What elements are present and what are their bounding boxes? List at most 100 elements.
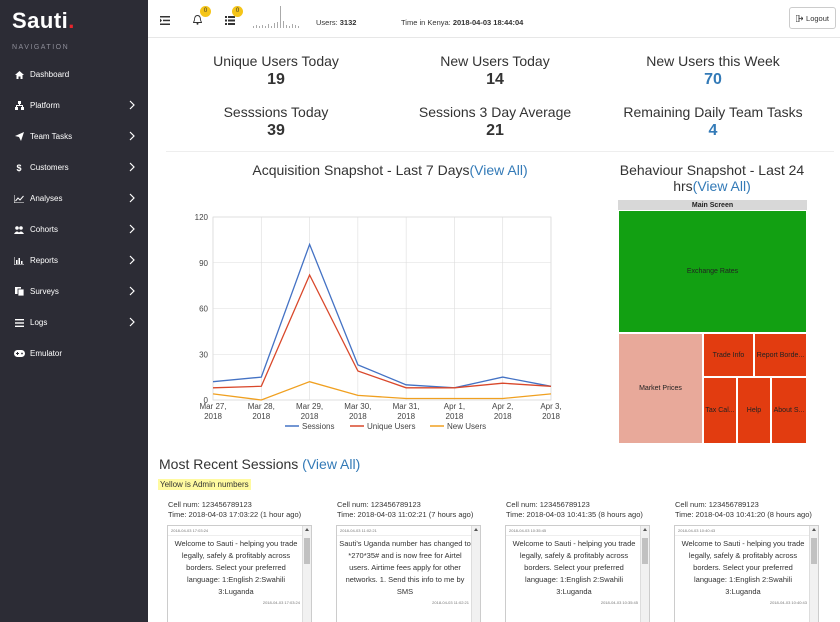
sidebar-item-analyses[interactable]: Analyses xyxy=(0,183,148,214)
scrollbar-thumb[interactable] xyxy=(304,538,310,564)
treemap-header[interactable]: Main Screen xyxy=(618,200,807,210)
sidebar-item-team-tasks[interactable]: Team Tasks xyxy=(0,121,148,152)
scrollbar[interactable] xyxy=(471,526,480,622)
tasks-list-icon[interactable]: 0 xyxy=(225,6,243,30)
y-tick-label: 90 xyxy=(199,259,208,268)
dollar-icon: $ xyxy=(16,162,22,173)
legend-label: Sessions xyxy=(302,422,334,431)
sidebar-item-label: Platform xyxy=(30,101,60,110)
treemap-cell-help[interactable]: Help xyxy=(737,377,771,444)
stat-unique-users-today: Unique Users Today 19 xyxy=(213,53,339,88)
sidebar-item-customers[interactable]: $ Customers xyxy=(0,152,148,183)
list-icon xyxy=(13,318,25,328)
y-tick-label: 120 xyxy=(195,213,209,222)
series-line-unique-users xyxy=(212,273,552,389)
session-card: Cell num: 123456789123 Time: 2018-04-03 … xyxy=(666,500,819,622)
sign-out-icon xyxy=(796,14,804,22)
sidebar-toggle-icon[interactable] xyxy=(160,12,170,30)
chevron-right-icon xyxy=(129,255,135,265)
gamepad-icon xyxy=(13,349,25,359)
x-tick-label: Apr 1, 2018 xyxy=(444,402,465,421)
session-message: Welcome to Sauti - helping you trade leg… xyxy=(512,539,636,596)
logout-button[interactable]: Logout xyxy=(789,7,836,29)
x-tick-label: Apr 2, 2018 xyxy=(492,402,513,421)
session-cell-number: Cell num: 123456789123 xyxy=(337,500,421,509)
session-card: Cell num: 123456789123 Time: 2018-04-03 … xyxy=(497,500,650,622)
sidebar-item-label: Reports xyxy=(30,256,59,265)
recent-sessions-view-all-link[interactable]: (View All) xyxy=(302,456,361,472)
sidebar-item-cohorts[interactable]: Cohorts xyxy=(0,214,148,245)
series-line-sessions xyxy=(212,242,552,389)
x-tick-label: Mar 30, 2018 xyxy=(344,402,371,421)
stat-new-users-week[interactable]: New Users this Week 70 xyxy=(646,53,780,88)
y-tick-label: 60 xyxy=(199,305,208,314)
session-time: Time: 2018-04-03 10:41:20 (8 hours ago) xyxy=(675,510,812,519)
home-icon xyxy=(13,70,25,80)
scroll-up-arrow-icon[interactable] xyxy=(812,528,816,531)
sidebar-item-dashboard[interactable]: Dashboard xyxy=(0,59,148,90)
sidebar-item-label: Dashboard xyxy=(30,70,70,79)
session-transcript[interactable]: 2018-04-03 10:35:45 Welcome to Sauti - h… xyxy=(505,525,650,622)
sidebar-item-emulator[interactable]: Emulator xyxy=(0,338,148,369)
stat-sessions-3day-average: Sessions 3 Day Average 21 xyxy=(418,104,572,139)
treemap-cell-about[interactable]: About S... xyxy=(771,377,807,444)
nav-heading: NAVIGATION xyxy=(12,44,70,51)
y-tick-label: 0 xyxy=(204,396,209,405)
sidebar-item-label: Cohorts xyxy=(30,225,59,234)
scroll-up-arrow-icon[interactable] xyxy=(305,528,309,531)
scroll-up-arrow-icon[interactable] xyxy=(643,528,647,531)
users-icon xyxy=(13,225,25,235)
behaviour-treemap: Main Screen Exchange Rates Market Prices… xyxy=(618,200,807,444)
scrollbar[interactable] xyxy=(809,526,818,622)
session-transcript[interactable]: 2018-04-03 10:40:43 Welcome to Sauti - h… xyxy=(674,525,819,622)
session-time: Time: 2018-04-03 11:02:21 (7 hours ago) xyxy=(337,510,474,519)
session-message-timestamp: 2018-04-03 17:03:24 xyxy=(168,526,304,536)
scrollbar[interactable] xyxy=(302,526,311,622)
sidebar-item-label: Customers xyxy=(30,163,69,172)
scroll-up-arrow-icon[interactable] xyxy=(474,528,478,531)
brand-logo[interactable]: Sauti. xyxy=(12,8,75,33)
x-tick-label: Apr 3, 2018 xyxy=(540,402,561,421)
y-tick-label: 30 xyxy=(199,350,208,359)
admin-numbers-note: Yellow is Admin numbers xyxy=(158,479,251,490)
session-message-timestamp: 2018-04-03 10:35:45 xyxy=(600,600,638,605)
scrollbar[interactable] xyxy=(640,526,649,622)
treemap-cell-tax-calculator[interactable]: Tax Cal... xyxy=(703,377,737,444)
session-time: Time: 2018-04-03 10:41:35 (8 hours ago) xyxy=(506,510,643,519)
session-message-timestamp: 2018-04-03 17:03:24 xyxy=(262,600,300,605)
x-tick-label: Mar 31, 2018 xyxy=(393,402,420,421)
session-cell-number: Cell num: 123456789123 xyxy=(506,500,590,509)
sidebar-nav: Dashboard Platform Team Tasks $ Customer… xyxy=(0,59,148,369)
stat-remaining-team-tasks[interactable]: Remaining Daily Team Tasks 4 xyxy=(623,104,803,139)
treemap-cell-market-prices[interactable]: Market Prices xyxy=(618,333,703,444)
session-cell-number: Cell num: 123456789123 xyxy=(168,500,252,509)
scrollbar-thumb[interactable] xyxy=(811,538,817,564)
behaviour-title: Behaviour Snapshot - Last 24 hrs(View Al… xyxy=(619,162,805,194)
sidebar-item-reports[interactable]: Reports xyxy=(0,245,148,276)
session-time: Time: 2018-04-03 17:03:22 (1 hour ago) xyxy=(168,510,302,519)
treemap-cell-trade-info[interactable]: Trade Info xyxy=(703,333,754,377)
sidebar: Sauti. NAVIGATION Dashboard Platform Tea… xyxy=(0,0,148,622)
sitemap-icon xyxy=(13,101,25,111)
users-count: Users: 3132 xyxy=(316,18,357,27)
session-message-timestamp: 2018-04-03 10:40:43 xyxy=(769,600,807,605)
sidebar-item-logs[interactable]: Logs xyxy=(0,307,148,338)
behaviour-view-all-link[interactable]: (View All) xyxy=(692,178,751,194)
tasks-badge: 0 xyxy=(232,6,243,17)
sidebar-item-label: Team Tasks xyxy=(30,132,73,141)
kenya-time: Time in Kenya: 2018-04-03 18:44:04 xyxy=(401,18,524,27)
x-tick-label: Mar 27, 2018 xyxy=(199,402,226,421)
treemap-cell-report-border[interactable]: Report Borde... xyxy=(754,333,807,377)
treemap-cell-exchange-rates[interactable]: Exchange Rates xyxy=(618,210,807,333)
legend-label: Unique Users xyxy=(367,422,415,431)
session-transcript[interactable]: 2018-04-03 11:02:21 Sauti's Uganda numbe… xyxy=(336,525,481,622)
sidebar-item-surveys[interactable]: Surveys xyxy=(0,276,148,307)
session-transcript[interactable]: 2018-04-03 17:03:24 Welcome to Sauti - h… xyxy=(167,525,312,622)
session-message-timestamp: 2018-04-03 10:35:45 xyxy=(506,526,642,536)
sidebar-item-platform[interactable]: Platform xyxy=(0,90,148,121)
notifications-bell-icon[interactable]: 0 xyxy=(192,6,211,30)
series-line-new-users xyxy=(212,381,552,401)
top-bar: 0 0 Users: 3132 Time in Kenya: 2018-04-0… xyxy=(148,0,840,38)
scrollbar-thumb[interactable] xyxy=(642,538,648,564)
acquisition-view-all-link[interactable]: (View All) xyxy=(469,162,528,178)
